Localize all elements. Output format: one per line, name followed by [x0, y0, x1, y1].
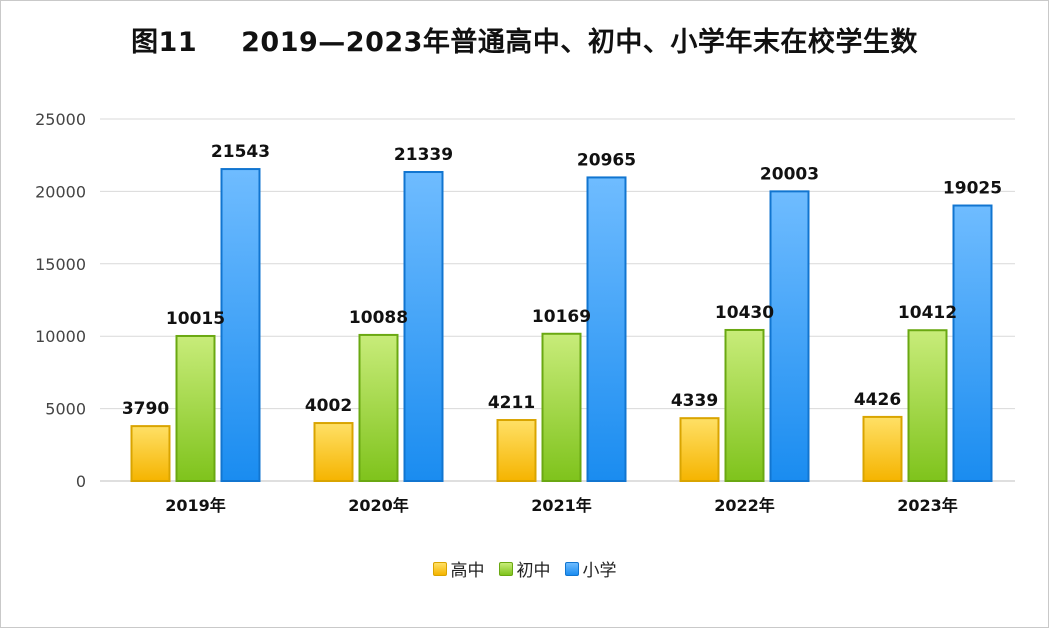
data-label: 20003 — [760, 164, 819, 184]
legend-item: 高中 — [432, 556, 485, 581]
y-tick-label: 20000 — [35, 182, 86, 201]
bar-初中 — [358, 333, 399, 482]
data-label: 21543 — [211, 142, 270, 162]
y-tick-label: 10000 — [35, 327, 86, 346]
data-label: 4339 — [671, 391, 718, 411]
bar-小学 — [952, 204, 993, 482]
y-tick-label: 0 — [76, 472, 86, 491]
bar-高中 — [862, 415, 903, 483]
bar-高中 — [679, 417, 720, 483]
chart-title-prefix: 图11 — [131, 27, 198, 58]
chart-title: 图11 2019—2023年普通高中、初中、小学年末在校学生数 — [0, 20, 1049, 59]
bar-小学 — [220, 168, 261, 482]
bar-高中 — [130, 425, 171, 482]
data-label: 10169 — [532, 307, 591, 327]
data-label: 3790 — [122, 399, 169, 419]
data-label: 10088 — [349, 308, 408, 328]
legend-item: 小学 — [564, 556, 617, 581]
bar-高中 — [313, 422, 354, 482]
legend-label: 初中 — [516, 561, 551, 581]
x-tick-label: 2022年 — [714, 496, 775, 515]
bar-初中 — [541, 332, 582, 482]
legend-label: 高中 — [450, 561, 485, 581]
x-tick-label: 2020年 — [348, 496, 409, 515]
data-label: 20965 — [577, 150, 636, 170]
legend-label: 小学 — [582, 561, 617, 581]
data-label: 10430 — [715, 303, 774, 323]
data-label: 4211 — [488, 393, 535, 413]
data-label: 10412 — [898, 303, 957, 323]
x-tick-label: 2019年 — [165, 496, 226, 515]
y-tick-label: 15000 — [35, 255, 86, 274]
legend-item: 初中 — [498, 556, 551, 581]
bar-初中 — [175, 334, 216, 482]
x-tick-label: 2023年 — [897, 496, 958, 515]
chart-title-main: 2019—2023年普通高中、初中、小学年末在校学生数 — [241, 27, 918, 58]
bar-小学 — [586, 176, 627, 483]
bar-初中 — [907, 329, 948, 483]
bar-初中 — [724, 328, 765, 482]
data-label: 4002 — [305, 396, 352, 416]
legend-swatch — [564, 561, 579, 576]
bar-高中 — [496, 419, 537, 482]
data-label: 21339 — [394, 145, 453, 165]
data-label: 10015 — [166, 309, 225, 329]
y-tick-label: 25000 — [35, 110, 86, 129]
bar-小学 — [403, 171, 444, 482]
data-label: 4426 — [854, 390, 901, 410]
y-tick-label: 5000 — [45, 400, 86, 419]
x-tick-label: 2021年 — [531, 496, 592, 515]
data-label: 19025 — [943, 179, 1002, 199]
bar-小学 — [769, 190, 810, 482]
chart-legend: 高中 初中 小学 — [0, 556, 1049, 581]
legend-swatch — [498, 561, 513, 576]
legend-swatch — [432, 561, 447, 576]
